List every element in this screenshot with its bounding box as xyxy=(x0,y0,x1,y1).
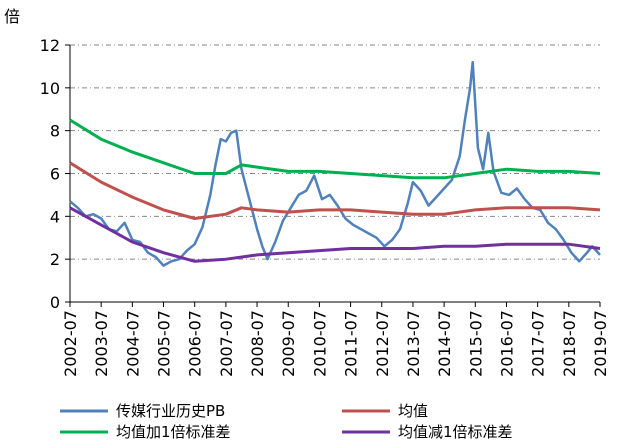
y-unit-label: 倍 xyxy=(4,7,20,26)
x-tick-label: 2008-07 xyxy=(248,310,267,377)
series-line xyxy=(69,60,601,267)
y-tick-label: 8 xyxy=(50,122,60,141)
series-line xyxy=(69,161,601,220)
series-line xyxy=(69,118,601,180)
legend-label: 均值 xyxy=(398,402,428,420)
x-tick-label: 2011-07 xyxy=(342,310,361,377)
y-tick-label: 2 xyxy=(50,250,60,269)
y-tick-labels: 0 2 4 6 8 10 12 xyxy=(40,36,60,312)
x-tick-labels: 2002-07 2003-07 2004-07 2005-07 2006-07 2007-… xyxy=(61,310,610,377)
y-tick-label: 6 xyxy=(50,165,60,184)
grid-lines xyxy=(70,44,600,260)
x-tick-label: 2019-07 xyxy=(591,310,610,377)
x-tick-label: 2007-07 xyxy=(217,310,236,377)
x-tick-label: 2016-07 xyxy=(497,310,516,377)
x-tick-label: 2018-07 xyxy=(560,310,579,377)
x-tick-label: 2006-07 xyxy=(186,310,205,377)
y-tick-label: 12 xyxy=(40,36,60,55)
series-lines xyxy=(69,60,601,267)
x-tick-label: 2014-07 xyxy=(435,310,454,377)
x-tick-label: 2013-07 xyxy=(404,310,423,377)
axes xyxy=(65,44,601,307)
x-tick-label: 2017-07 xyxy=(529,310,548,377)
x-tick-label: 2002-07 xyxy=(61,310,80,377)
y-tick-label: 10 xyxy=(40,79,60,98)
x-tick-label: 2012-07 xyxy=(373,310,392,377)
series-line xyxy=(69,206,601,263)
x-tick-label: 2015-07 xyxy=(466,310,485,377)
x-tick-label: 2010-07 xyxy=(310,310,329,377)
legend-label: 传媒行业历史PB xyxy=(116,402,225,420)
y-tick-label: 4 xyxy=(50,207,60,226)
x-tick-label: 2004-07 xyxy=(123,310,142,377)
x-tick-label: 2003-07 xyxy=(92,310,111,377)
x-tick-label: 2009-07 xyxy=(279,310,298,377)
y-tick-label: 0 xyxy=(50,293,60,312)
legend-label: 均值减1倍标准差 xyxy=(398,423,513,441)
legend-label: 均值加1倍标准差 xyxy=(116,423,231,441)
x-tick-label: 2005-07 xyxy=(155,310,174,377)
